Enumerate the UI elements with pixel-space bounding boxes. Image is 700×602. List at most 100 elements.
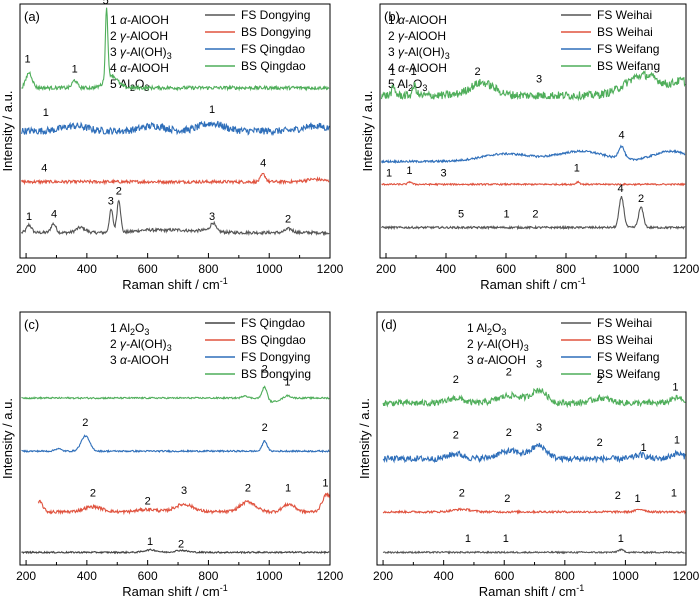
peak-annotation: 1 (322, 478, 328, 490)
legend-entry: FS Weihai (597, 316, 652, 330)
panel-d: 200 400 600 800 1000 1200 Raman shift / cm-1 In… (357, 311, 700, 599)
legend-entry: BS Weihai (597, 333, 653, 347)
x-tick-label: 800 (555, 569, 575, 583)
assignment-label: 3 α-AlOOH (110, 353, 169, 367)
x-tick-label: 1000 (256, 262, 283, 276)
x-axis-label: Raman shift / cm-1 (480, 276, 586, 292)
assignment-label: 1 Al2O3 (110, 321, 149, 337)
peak-annotation: 2 (145, 495, 151, 507)
assignment-label: 3 γ-Al(OH)3 (110, 45, 172, 61)
series-line (21, 199, 330, 237)
x-tick-label: 600 (496, 262, 516, 276)
assignment-label: 2 γ-Al(OH)3 (467, 337, 529, 353)
peak-annotation: 2 (453, 374, 459, 386)
peak-annotation: 1 (503, 533, 509, 545)
peak-annotation: 4 (260, 158, 266, 170)
assignment-label: 4 α-AlOOH (110, 61, 169, 75)
peak-annotation: 1 (390, 66, 396, 78)
panel-b: 200 400 600 800 1000 1200 Raman shift / cm-1 In… (360, 3, 700, 292)
peak-annotation: 2 (506, 366, 512, 378)
y-axis-label: Intensity / a.u. (357, 398, 372, 479)
peak-annotation: 2 (638, 193, 644, 205)
peak-annotation: 1 (641, 442, 647, 454)
peak-annotation: 3 (536, 359, 542, 371)
x-tick-label: 200 (373, 569, 393, 583)
x-tick-label: 400 (77, 569, 97, 583)
peak-annotation: 2 (178, 538, 184, 550)
peak-annotation: 2 (597, 437, 603, 449)
peak-annotation: 1 (574, 163, 580, 175)
x-tick-label: 1000 (613, 262, 640, 276)
series-line (37, 492, 330, 516)
x-tick-label: 1200 (317, 262, 344, 276)
peak-annotation: 1 (671, 488, 677, 500)
legend-entry: BS Dongying (241, 25, 311, 39)
x-tick-label: 800 (556, 262, 576, 276)
series-line (21, 385, 330, 404)
peak-annotation: 1 (25, 53, 31, 65)
legend-entry: FS Weifang (597, 350, 659, 364)
legend-entry: BS Qingdao (241, 333, 306, 347)
x-tick-label: 400 (77, 262, 97, 276)
peak-annotation: 2 (459, 488, 465, 500)
panel-label: (b) (384, 9, 400, 24)
peak-annotation: 5 (458, 208, 464, 220)
peak-annotation: 2 (506, 427, 512, 439)
peak-annotation: 3 (181, 485, 187, 497)
y-axis-label: Intensity / a.u. (0, 91, 15, 172)
x-tick-label: 400 (434, 569, 454, 583)
plot-frame (376, 311, 687, 566)
panel-label: (a) (24, 9, 40, 24)
x-tick-label: 1200 (673, 262, 700, 276)
peak-annotation: 3 (441, 168, 447, 180)
peak-annotation: 2 (615, 490, 621, 502)
panel-label: (d) (381, 317, 397, 332)
peak-annotation: 1 (26, 211, 32, 223)
peak-annotation: 3 (209, 211, 215, 223)
peak-annotation: 2 (597, 374, 603, 386)
peak-annotation: 2 (285, 213, 291, 225)
assignment-label: 2 γ-AlOOH (388, 29, 446, 43)
peak-annotation: 4 (51, 208, 57, 220)
legend-entry: FS Dongying (241, 8, 310, 22)
legend-entry: BS Weifang (597, 367, 660, 381)
panel-label: (c) (24, 317, 39, 332)
series-line (382, 387, 686, 409)
series-line (380, 69, 686, 102)
peak-annotation: 3 (108, 196, 114, 208)
series-line (381, 180, 686, 187)
peak-annotation: 5 (103, 0, 109, 7)
series-line (382, 442, 686, 464)
peak-annotation: 1 (618, 533, 624, 545)
x-axis-label: Raman shift / cm-1 (122, 276, 228, 292)
peak-annotation: 1 (72, 64, 78, 76)
series-line (21, 7, 330, 92)
assignment-label: 3 α-AlOOH (467, 353, 526, 367)
x-tick-label: 400 (436, 262, 456, 276)
x-axis-label: Raman shift / cm-1 (479, 583, 585, 599)
assignment-label: 4 α-AlOOH (388, 61, 447, 75)
legend-entry: FS Weifang (597, 42, 659, 56)
peak-annotation: 1 (465, 533, 471, 545)
peak-annotation: 2 (474, 66, 480, 78)
peak-annotation: 2 (82, 417, 88, 429)
series-line (20, 120, 330, 137)
x-tick-label: 600 (138, 262, 158, 276)
peak-annotation: 1 (209, 104, 215, 116)
peak-annotation: 1 (43, 107, 49, 119)
x-tick-label: 800 (198, 262, 218, 276)
peak-annotation: 4 (618, 183, 624, 195)
plot-frame (19, 311, 331, 566)
series-line (382, 548, 686, 555)
series-line (21, 172, 330, 186)
peak-annotation: 1 (386, 168, 392, 180)
x-axis-label: Raman shift / cm-1 (122, 583, 228, 599)
legend-entry: FS Weihai (597, 8, 652, 22)
peak-annotation: 2 (262, 422, 268, 434)
plot-frame (19, 3, 331, 259)
peak-annotation: 1 (674, 435, 680, 447)
x-tick-label: 1200 (673, 569, 700, 583)
assignment-label: 5 Al2O3 (388, 77, 427, 93)
series-line (21, 434, 330, 454)
